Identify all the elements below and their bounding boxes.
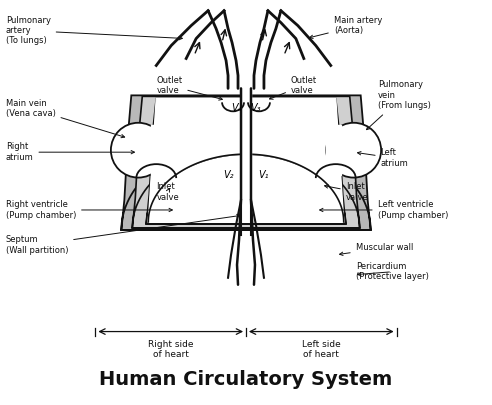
Text: Left ventricle
(Pump chamber): Left ventricle (Pump chamber) <box>320 200 448 220</box>
Polygon shape <box>246 98 344 222</box>
Text: Muscular wall: Muscular wall <box>339 243 413 256</box>
Text: Left side
of heart: Left side of heart <box>302 339 340 359</box>
Text: Main vein
(Vena cava): Main vein (Vena cava) <box>6 99 124 138</box>
Ellipse shape <box>111 123 166 177</box>
Text: Pulmonary
artery
(To lungs): Pulmonary artery (To lungs) <box>6 16 183 45</box>
Polygon shape <box>146 98 346 224</box>
Polygon shape <box>132 96 360 228</box>
Polygon shape <box>151 125 166 175</box>
Ellipse shape <box>326 123 381 177</box>
Text: Left
atrium: Left atrium <box>358 149 408 168</box>
Text: V₂: V₂ <box>223 170 233 180</box>
Text: Right side
of heart: Right side of heart <box>148 339 193 359</box>
Text: Human Circulatory System: Human Circulatory System <box>99 370 393 389</box>
Text: Right ventricle
(Pump chamber): Right ventricle (Pump chamber) <box>6 200 172 220</box>
Text: Pulmonary
vein
(From lungs): Pulmonary vein (From lungs) <box>367 81 430 130</box>
Text: Inlet
valve: Inlet valve <box>325 182 369 202</box>
Polygon shape <box>326 125 341 175</box>
Text: V₄: V₄ <box>231 103 241 113</box>
Text: V₁: V₁ <box>259 170 269 180</box>
Text: Septum
(Wall partition): Septum (Wall partition) <box>6 214 240 255</box>
Text: Main artery
(Aorta): Main artery (Aorta) <box>309 16 382 38</box>
Text: Inlet
valve: Inlet valve <box>156 182 179 202</box>
Text: Right
atrium: Right atrium <box>6 143 134 162</box>
Text: Outlet
valve: Outlet valve <box>156 76 222 100</box>
Text: Pericardium
(Protective layer): Pericardium (Protective layer) <box>356 262 429 281</box>
Text: V₃: V₃ <box>251 103 261 113</box>
Polygon shape <box>148 98 246 222</box>
Polygon shape <box>122 95 370 230</box>
Text: Outlet
valve: Outlet valve <box>270 76 317 99</box>
